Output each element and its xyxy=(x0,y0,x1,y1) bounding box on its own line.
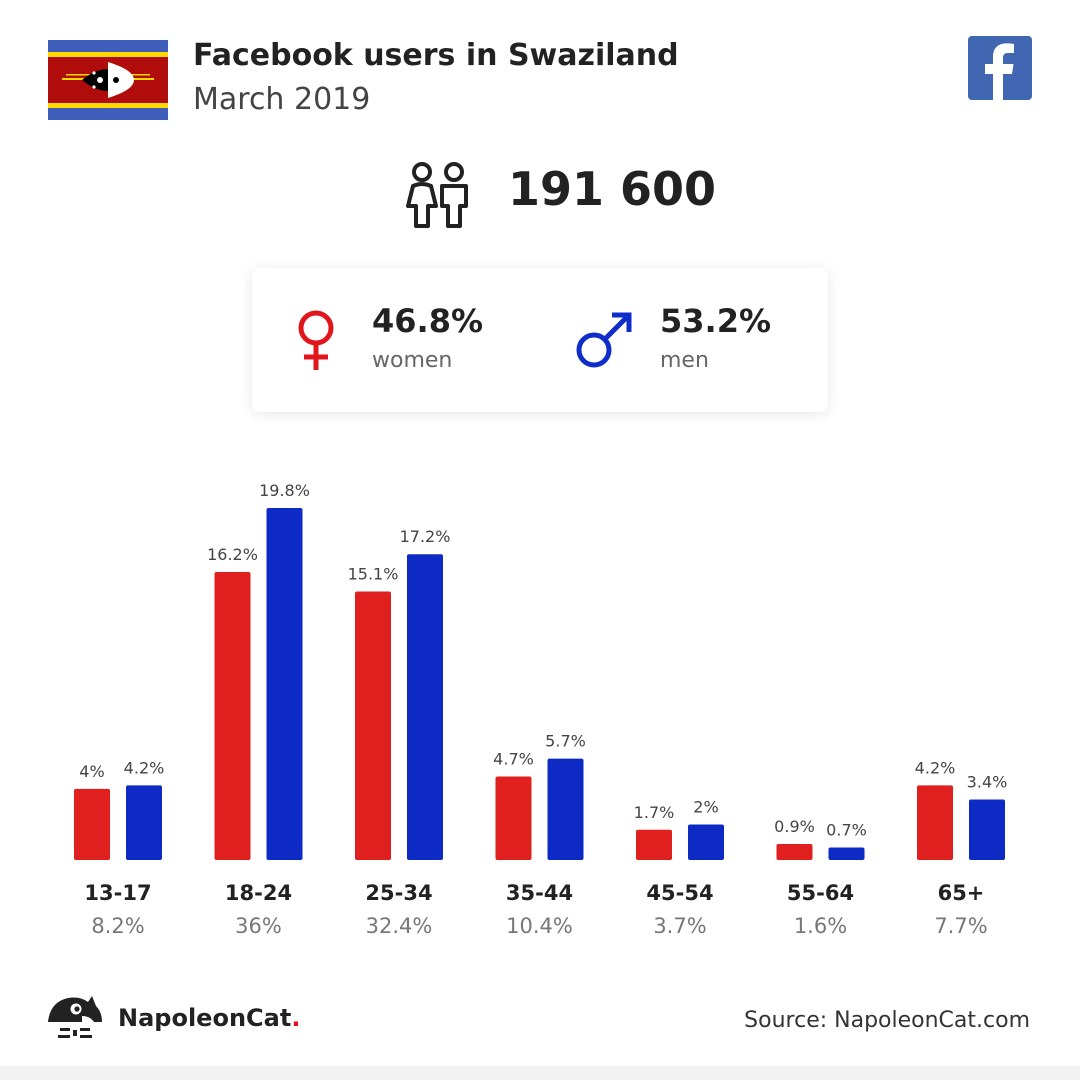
category-label-55-64: 55-64 xyxy=(787,881,854,905)
category-label-35-44: 35-44 xyxy=(506,881,573,905)
women-value-label-18-24: 16.2% xyxy=(207,545,258,564)
brand-text: NapoleonCat xyxy=(118,1004,292,1032)
users-icon xyxy=(406,162,468,228)
women-value-label-55-64: 0.9% xyxy=(774,817,815,836)
page-title: Facebook users in Swaziland xyxy=(193,38,679,73)
women-bar-55-64 xyxy=(776,844,813,860)
men-value-label-55-64: 0.7% xyxy=(826,821,867,840)
category-label-25-34: 25-34 xyxy=(365,881,432,905)
men-value-label-45-54: 2% xyxy=(693,797,718,816)
napoleoncat-logo-icon xyxy=(48,996,102,1038)
brand-dot: . xyxy=(291,1004,301,1032)
total-users: 191 600 xyxy=(508,162,717,216)
men-bar-55-64 xyxy=(828,847,865,860)
women-bar-13-17 xyxy=(74,788,110,860)
women-bar-18-24 xyxy=(214,572,251,860)
women-value-label-13-17: 4% xyxy=(79,762,104,781)
women-bar-25-34 xyxy=(355,591,391,860)
women-bar-65+ xyxy=(917,785,953,860)
category-total-25-34: 32.4% xyxy=(366,914,433,938)
male-icon xyxy=(576,312,632,368)
men-bar-18-24 xyxy=(266,508,303,860)
category-total-18-24: 36% xyxy=(235,914,282,938)
men-value-label-35-44: 5.7% xyxy=(545,732,586,751)
men-percent: 53.2% xyxy=(660,302,772,340)
category-total-13-17: 8.2% xyxy=(91,914,144,938)
category-label-18-24: 18-24 xyxy=(225,881,292,905)
category-total-35-44: 10.4% xyxy=(506,914,573,938)
women-value-label-35-44: 4.7% xyxy=(493,749,534,768)
source-text: Source: NapoleonCat.com xyxy=(744,1008,1030,1033)
brand-name: NapoleonCat. xyxy=(118,1004,300,1032)
men-value-label-65+: 3.4% xyxy=(967,773,1008,792)
men-bar-65+ xyxy=(969,799,1005,860)
men-label: men xyxy=(660,348,709,373)
women-value-label-65+: 4.2% xyxy=(915,758,956,777)
men-value-label-13-17: 4.2% xyxy=(124,758,165,777)
men-bar-13-17 xyxy=(126,785,162,860)
page-subtitle: March 2019 xyxy=(193,82,371,117)
category-label-45-54: 45-54 xyxy=(646,881,713,905)
category-total-55-64: 1.6% xyxy=(794,914,847,938)
women-bar-35-44 xyxy=(495,776,532,860)
men-bar-25-34 xyxy=(407,554,443,860)
men-value-label-25-34: 17.2% xyxy=(400,527,451,546)
category-total-45-54: 3.7% xyxy=(653,914,706,938)
men-bar-45-54 xyxy=(688,824,724,860)
facebook-icon xyxy=(968,36,1032,100)
women-bar-45-54 xyxy=(636,829,672,860)
bottom-bar xyxy=(0,1066,1080,1080)
women-value-label-45-54: 1.7% xyxy=(634,803,675,822)
category-label-65+: 65+ xyxy=(938,881,985,905)
women-percent: 46.8% xyxy=(372,302,484,340)
men-value-label-18-24: 19.8% xyxy=(259,481,310,500)
age-gender-bar-chart: 4% 4.2% 13-17 8.2% 16.2% 19.8% 18-24 36% 15.1%17… xyxy=(74,481,1008,938)
category-total-65+: 7.7% xyxy=(934,914,987,938)
women-label: women xyxy=(372,348,453,373)
women-value-label-25-34: 15.1% xyxy=(348,565,399,584)
category-label-13-17: 13-17 xyxy=(84,881,151,905)
swaziland-flag-icon xyxy=(48,40,168,120)
female-icon xyxy=(298,310,334,370)
men-bar-35-44 xyxy=(547,758,584,860)
gender-card: 46.8% women 53.2% men xyxy=(252,268,828,412)
